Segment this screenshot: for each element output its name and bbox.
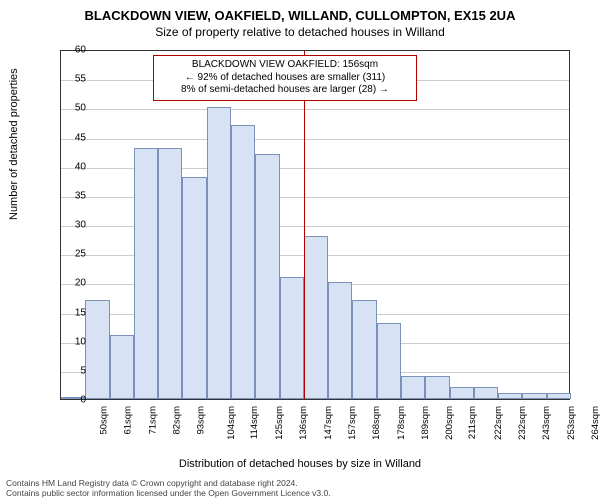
histogram-bar	[474, 387, 498, 399]
histogram-bar	[498, 393, 522, 399]
x-tick-label: 147sqm	[323, 406, 334, 440]
footer-line-1: Contains HM Land Registry data © Crown c…	[6, 478, 331, 488]
y-tick-label: 30	[56, 220, 86, 231]
annotation-line: BLACKDOWN VIEW OAKFIELD: 156sqm	[160, 59, 410, 72]
x-tick-label: 243sqm	[541, 406, 552, 440]
y-tick-label: 0	[56, 395, 86, 406]
gridline	[61, 139, 569, 140]
histogram-bar	[85, 300, 109, 399]
y-tick-label: 10	[56, 336, 86, 347]
x-tick-label: 253sqm	[565, 406, 576, 440]
x-tick-label: 114sqm	[249, 406, 260, 439]
gridline	[61, 109, 569, 110]
y-tick-label: 15	[56, 307, 86, 318]
histogram-bar	[425, 376, 449, 399]
histogram-bar	[377, 323, 401, 399]
y-tick-label: 40	[56, 161, 86, 172]
histogram-bar	[401, 376, 425, 399]
histogram-bar	[304, 236, 328, 399]
x-axis-label: Distribution of detached houses by size …	[0, 458, 600, 470]
y-axis-label: Number of detached properties	[8, 68, 20, 220]
reference-line	[304, 51, 305, 399]
x-tick-label: 222sqm	[493, 406, 504, 440]
y-tick-label: 45	[56, 132, 86, 143]
y-tick-label: 25	[56, 249, 86, 260]
footer-line-2: Contains public sector information licen…	[6, 488, 331, 498]
x-tick-label: 232sqm	[517, 406, 528, 440]
x-tick-label: 82sqm	[172, 406, 183, 435]
chart-title-sub: Size of property relative to detached ho…	[0, 23, 600, 39]
histogram-bar	[110, 335, 134, 399]
y-tick-label: 50	[56, 103, 86, 114]
chart-title-main: BLACKDOWN VIEW, OAKFIELD, WILLAND, CULLO…	[0, 0, 600, 23]
histogram-bar	[182, 177, 206, 399]
x-tick-label: 104sqm	[225, 406, 236, 440]
histogram-bar	[522, 393, 546, 399]
y-tick-label: 60	[56, 45, 86, 56]
x-tick-label: 136sqm	[298, 406, 309, 440]
x-tick-label: 93sqm	[196, 406, 207, 435]
annotation-line: 8% of semi-detached houses are larger (2…	[160, 84, 410, 97]
x-tick-label: 264sqm	[590, 406, 600, 440]
histogram-bar	[450, 387, 474, 399]
y-tick-label: 20	[56, 278, 86, 289]
chart-container: { "titles": { "main": "BLACKDOWN VIEW, O…	[0, 0, 600, 500]
x-tick-label: 71sqm	[147, 406, 158, 435]
histogram-bar	[231, 125, 255, 399]
histogram-bar	[352, 300, 376, 399]
x-tick-label: 211sqm	[468, 406, 479, 439]
x-tick-label: 189sqm	[420, 406, 431, 440]
footer-attribution: Contains HM Land Registry data © Crown c…	[6, 478, 331, 498]
y-tick-label: 55	[56, 74, 86, 85]
annotation-line: ← 92% of detached houses are smaller (31…	[160, 72, 410, 85]
x-tick-label: 157sqm	[347, 406, 358, 440]
histogram-bar	[280, 277, 304, 400]
plot-area: BLACKDOWN VIEW OAKFIELD: 156sqm← 92% of …	[60, 50, 570, 400]
y-tick-label: 5	[56, 365, 86, 376]
x-tick-label: 50sqm	[99, 406, 110, 435]
histogram-bar	[255, 154, 279, 399]
histogram-bar	[158, 148, 182, 399]
histogram-bar	[134, 148, 158, 399]
histogram-bar	[207, 107, 231, 399]
x-tick-label: 200sqm	[444, 406, 455, 440]
annotation-box: BLACKDOWN VIEW OAKFIELD: 156sqm← 92% of …	[153, 55, 417, 101]
x-tick-label: 61sqm	[123, 406, 134, 435]
x-tick-label: 178sqm	[395, 406, 406, 440]
histogram-bar	[328, 282, 352, 399]
x-tick-label: 125sqm	[274, 406, 285, 440]
y-tick-label: 35	[56, 190, 86, 201]
x-tick-label: 168sqm	[371, 406, 382, 440]
histogram-bar	[547, 393, 571, 399]
